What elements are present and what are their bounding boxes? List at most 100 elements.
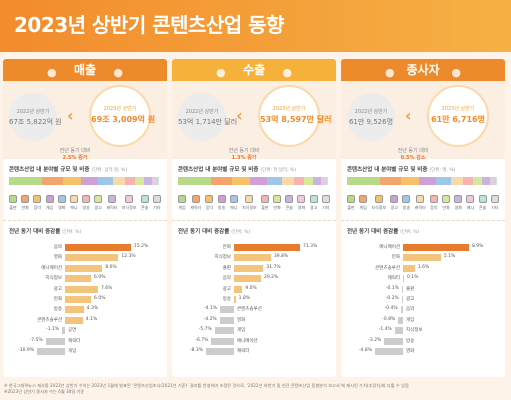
growth-row: 방송 -3.2% [341, 337, 505, 346]
share-legend: 게임 캐릭터 음악 방송 애니 지식정보 출판 만화 콘솔 영화 광고 기타 [178, 195, 330, 211]
growth-bar [403, 264, 415, 272]
legend-item: 방송 [217, 195, 226, 211]
growth-label: 지식정보 [406, 328, 423, 334]
growth-label: 방송 [222, 297, 231, 302]
previous-value: 53억 1,714만 달러 [178, 118, 238, 126]
change-value: 0.5% 감소 [400, 155, 426, 161]
growth-section: 전년 동기 대비 증감률 (단위: %) 만화 71.3% 지식정보 39.8% 출판 3… [172, 221, 336, 361]
coin-icon: ● [282, 66, 292, 79]
growth-unit: (단위: %) [231, 230, 251, 235]
growth-label: 공연 [68, 328, 77, 334]
coin-icon: ● [451, 66, 461, 79]
field-icon [429, 195, 438, 203]
growth-bar [65, 316, 83, 324]
panel-title: ● 종사자 ● [341, 59, 505, 81]
field-icon [273, 195, 282, 203]
share-segment [495, 177, 497, 185]
growth-label: 애니메이션 [41, 265, 62, 271]
growth-value: 71.3% [303, 244, 318, 249]
growth-value: -10.9% [18, 348, 34, 353]
growth-row: 음악 -0.4% [341, 305, 505, 314]
growth-bar [206, 348, 234, 355]
legend-label: 광고 [94, 205, 102, 210]
growth-value: 4.1% [85, 316, 98, 322]
growth-bar [400, 306, 403, 314]
previous-circle: 2022년 상반기 61만 9,526명 [347, 93, 395, 141]
share-title: 콘텐츠산업 내 분야별 규모 및 비중 (단위: 천 달러, %) [172, 159, 336, 173]
footnote: ※ 한국그래픽뉴스 재사용 2023년 상반기 수치는 2023년 1월에 발표… [4, 383, 509, 395]
share-segment [293, 177, 304, 185]
growth-label: 음악 [406, 307, 415, 313]
field-icon [69, 195, 78, 203]
legend-item: 캐릭터 [190, 195, 201, 211]
field-icon [217, 195, 226, 203]
growth-row: 게임 -10.9% [3, 347, 167, 356]
growth-value: 1.8% [238, 296, 251, 301]
legend-label: 애니 [230, 205, 238, 210]
share-segment [435, 177, 451, 185]
share-segment [347, 177, 380, 185]
panel-employees: ● 종사자 ● 2022년 상반기 61만 9,526명 ‹ 2023년 상반기… [341, 59, 505, 377]
chevron-left-icon: ‹ [236, 106, 243, 125]
growth-value: -0.2% [385, 296, 399, 301]
panel-title: ● 수출 ● [172, 59, 336, 81]
growth-label: 캐릭터 [237, 349, 250, 354]
current-value: 61만 6,716명 [431, 115, 485, 124]
legend-label: 출판 [347, 205, 355, 210]
growth-label: 방송 [406, 338, 415, 344]
legend-label: 게임 [178, 205, 186, 210]
growth-row: 영화 -4.8% [341, 347, 505, 356]
share-unit: (단위: 명, %) [429, 168, 456, 173]
share-legend: 출판 게임 지식정보 광고 방송 캐릭터 음악 만화 영화 애니 콘솔 기타 [347, 195, 499, 211]
growth-row: 게임 -0.8% [341, 316, 505, 325]
legend-item: 기타 [321, 195, 330, 211]
field-icon [9, 195, 17, 203]
share-segment [266, 177, 282, 185]
field-icon [309, 195, 318, 203]
growth-bar [65, 296, 92, 303]
summary-area: 2022년 상반기 53억 1,714만 달러 ‹ 2023년 상반기 53억 … [172, 81, 336, 161]
growth-value: 5.1% [443, 254, 456, 260]
legend-item: 애니 [229, 195, 238, 211]
share-unit: (단위: 십억 원, %) [91, 168, 128, 173]
current-circle: 2023년 상반기 53억 8,597만 달러 [258, 85, 331, 147]
growth-bar [401, 296, 403, 303]
growth-label: 출판 [406, 286, 415, 292]
growth-row: 지식정보 39.8% [172, 253, 336, 262]
share-segment [380, 177, 401, 185]
share-segment [135, 177, 144, 185]
growth-bar [403, 275, 404, 283]
header-banner: 2023년 상반기 콘텐츠산업 동향 [0, 0, 511, 52]
growth-bar [234, 244, 300, 251]
legend-item: 만화 [442, 195, 451, 211]
growth-title-text: 전년 동기 대비 증감률 [347, 229, 399, 235]
growth-title-text: 전년 동기 대비 증감률 [9, 229, 61, 235]
field-icon [359, 195, 368, 203]
share-segment [151, 177, 156, 185]
growth-row: 만화 6.0% [3, 295, 167, 304]
field-icon [490, 195, 499, 203]
growth-value: 1.6% [417, 264, 430, 270]
current-period: 2023년 상반기 [272, 106, 306, 112]
panel-sales: ● 매출 ● 2022년 상반기 67조 5,822억 원 ‹ 2023년 상반… [3, 59, 167, 377]
growth-label: 캐릭터 [68, 338, 81, 344]
field-icon [260, 195, 269, 203]
field-icon [466, 195, 475, 203]
growth-title-text: 전년 동기 대비 증감률 [178, 229, 230, 235]
legend-label: 지식정보 [241, 205, 257, 210]
legend-label: 출판 [9, 205, 17, 210]
field-icon [416, 195, 425, 203]
growth-bar [220, 306, 234, 314]
share-segment [144, 177, 152, 185]
growth-value: 31.7% [266, 264, 281, 270]
legend-label: 만화 [21, 205, 29, 210]
growth-label: 애니메이션 [237, 338, 258, 344]
share-segment [304, 177, 313, 185]
growth-label: 방송 [53, 307, 62, 313]
growth-value: -0.4% [384, 306, 398, 312]
share-segment [63, 177, 81, 185]
growth-row: 음악 15.2% [3, 243, 167, 252]
growth-bar [234, 264, 264, 272]
legend-label: 방송 [82, 205, 90, 210]
legend-item: 기타 [490, 195, 499, 211]
